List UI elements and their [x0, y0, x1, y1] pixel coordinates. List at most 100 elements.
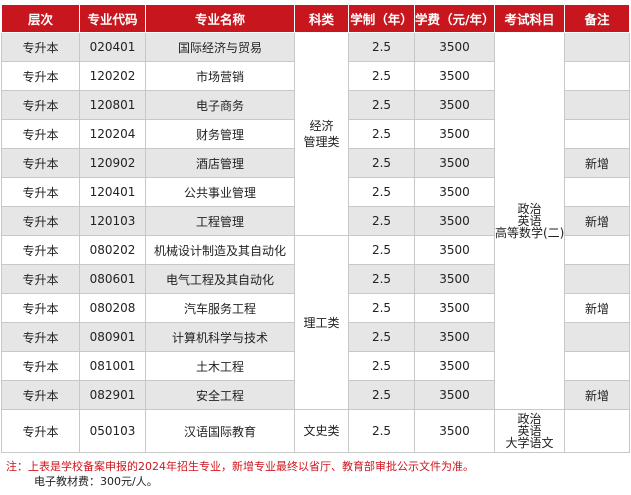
- code-cell: 080601: [79, 264, 146, 294]
- level-cell: 专升本: [1, 32, 80, 62]
- category-liberal-arts: 文史类: [294, 409, 349, 453]
- fee-cell: 3500: [414, 264, 495, 294]
- level-cell: 专升本: [1, 380, 80, 410]
- code-cell: 120103: [79, 206, 146, 236]
- level-cell: 专升本: [1, 61, 80, 91]
- level-cell: 专升本: [1, 409, 80, 453]
- name-cell: 市场营销: [145, 61, 295, 91]
- duration-cell: 2.5: [348, 177, 415, 207]
- remark-cell: [564, 409, 630, 453]
- table-header-row: 层次 专业代码 专业名称 科类 学制（年） 学费（元/年） 考试科目 备注: [1, 4, 630, 33]
- subjects-group2: 政治 英语 大学语文: [494, 409, 565, 453]
- category-economics-line2: 管理类: [303, 135, 340, 149]
- duration-cell: 2.5: [348, 148, 415, 178]
- table-row: 专升本 080601 电气工程及其自动化 2.5 3500: [1, 264, 630, 294]
- code-cell: 050103: [79, 409, 146, 453]
- name-cell: 公共事业管理: [145, 177, 295, 207]
- fee-cell: 3500: [414, 235, 495, 265]
- table-row: 专升本 050103 汉语国际教育 文史类 2.5 3500 政治 英语 大学语…: [1, 409, 630, 453]
- level-cell: 专升本: [1, 177, 80, 207]
- header-fee: 学费（元/年）: [414, 4, 495, 33]
- table-row: 专升本 082901 安全工程 2.5 3500 新增: [1, 380, 630, 410]
- code-cell: 120902: [79, 148, 146, 178]
- majors-table: 层次 专业代码 专业名称 科类 学制（年） 学费（元/年） 考试科目 备注 专升…: [1, 4, 630, 453]
- duration-cell: 2.5: [348, 380, 415, 410]
- name-cell: 汽车服务工程: [145, 293, 295, 323]
- remark-cell: [564, 90, 630, 120]
- footnote-line2: 电子教材费：300元/人。: [34, 475, 158, 488]
- remark-cell: 新增: [564, 293, 630, 323]
- level-cell: 专升本: [1, 119, 80, 149]
- subjects-group1: 政治 英语 高等数学(二): [494, 32, 565, 410]
- code-cell: 080901: [79, 322, 146, 352]
- footnote-line1: 注：上表是学校备案申报的2024年招生专业，新增专业最终以省厅、教育部审批公示文…: [6, 460, 474, 473]
- name-cell: 计算机科学与技术: [145, 322, 295, 352]
- name-cell: 安全工程: [145, 380, 295, 410]
- level-cell: 专升本: [1, 235, 80, 265]
- subject-politics: 政治: [517, 412, 542, 426]
- header-code: 专业代码: [79, 4, 146, 33]
- duration-cell: 2.5: [348, 293, 415, 323]
- remark-cell: 新增: [564, 380, 630, 410]
- header-subjects: 考试科目: [494, 4, 565, 33]
- name-cell: 土木工程: [145, 351, 295, 381]
- category-economics: 经济 管理类: [294, 32, 349, 236]
- name-cell: 工程管理: [145, 206, 295, 236]
- code-cell: 120401: [79, 177, 146, 207]
- fee-cell: 3500: [414, 293, 495, 323]
- remark-cell: [564, 351, 630, 381]
- duration-cell: 2.5: [348, 61, 415, 91]
- duration-cell: 2.5: [348, 264, 415, 294]
- name-cell: 酒店管理: [145, 148, 295, 178]
- fee-cell: 3500: [414, 351, 495, 381]
- duration-cell: 2.5: [348, 32, 415, 62]
- level-cell: 专升本: [1, 322, 80, 352]
- subject-politics: 政治: [517, 202, 542, 216]
- category-economics-line1: 经济: [309, 119, 334, 133]
- remark-cell: 新增: [564, 206, 630, 236]
- code-cell: 020401: [79, 32, 146, 62]
- duration-cell: 2.5: [348, 409, 415, 453]
- level-cell: 专升本: [1, 148, 80, 178]
- code-cell: 080208: [79, 293, 146, 323]
- duration-cell: 2.5: [348, 322, 415, 352]
- table-row: 专升本 120801 电子商务 2.5 3500: [1, 90, 630, 120]
- level-cell: 专升本: [1, 206, 80, 236]
- code-cell: 120204: [79, 119, 146, 149]
- table-row: 专升本 020401 国际经济与贸易 经济 管理类 2.5 3500 政治 英语…: [1, 32, 630, 410]
- fee-cell: 3500: [414, 32, 495, 62]
- table-row: 专升本 080208 汽车服务工程 2.5 3500 新增: [1, 293, 630, 323]
- remark-cell: 新增: [564, 148, 630, 178]
- code-cell: 081001: [79, 351, 146, 381]
- subject-chinese: 大学语文: [505, 436, 554, 450]
- table-row: 专升本 120401 公共事业管理 2.5 3500: [1, 177, 630, 207]
- remark-cell: [564, 264, 630, 294]
- name-cell: 汉语国际教育: [145, 409, 295, 453]
- header-name: 专业名称: [145, 4, 295, 33]
- fee-cell: 3500: [414, 380, 495, 410]
- category-engineering: 理工类: [294, 235, 349, 410]
- name-cell: 国际经济与贸易: [145, 32, 295, 62]
- fee-cell: 3500: [414, 119, 495, 149]
- level-cell: 专升本: [1, 90, 80, 120]
- remark-cell: [564, 32, 630, 62]
- name-cell: 电气工程及其自动化: [145, 264, 295, 294]
- table-row: 专升本 120902 酒店管理 2.5 3500 新增: [1, 148, 630, 178]
- duration-cell: 2.5: [348, 235, 415, 265]
- name-cell: 机械设计制造及其自动化: [145, 235, 295, 265]
- fee-cell: 3500: [414, 206, 495, 236]
- fee-cell: 3500: [414, 322, 495, 352]
- fee-cell: 3500: [414, 409, 495, 453]
- table-row: 专升本 120202 市场营销 2.5 3500: [1, 61, 630, 91]
- code-cell: 082901: [79, 380, 146, 410]
- remark-cell: [564, 119, 630, 149]
- duration-cell: 2.5: [348, 119, 415, 149]
- table-row: 专升本 080202 机械设计制造及其自动化 理工类 2.5 3500: [1, 235, 630, 410]
- footnote: 注：上表是学校备案申报的2024年招生专业，新增专业最终以省厅、教育部审批公示文…: [6, 459, 474, 489]
- table-row: 专升本 120204 财务管理 2.5 3500: [1, 119, 630, 149]
- code-cell: 080202: [79, 235, 146, 265]
- remark-cell: [564, 235, 630, 265]
- table-row: 专升本 120103 工程管理 2.5 3500 新增: [1, 206, 630, 236]
- name-cell: 财务管理: [145, 119, 295, 149]
- level-cell: 专升本: [1, 293, 80, 323]
